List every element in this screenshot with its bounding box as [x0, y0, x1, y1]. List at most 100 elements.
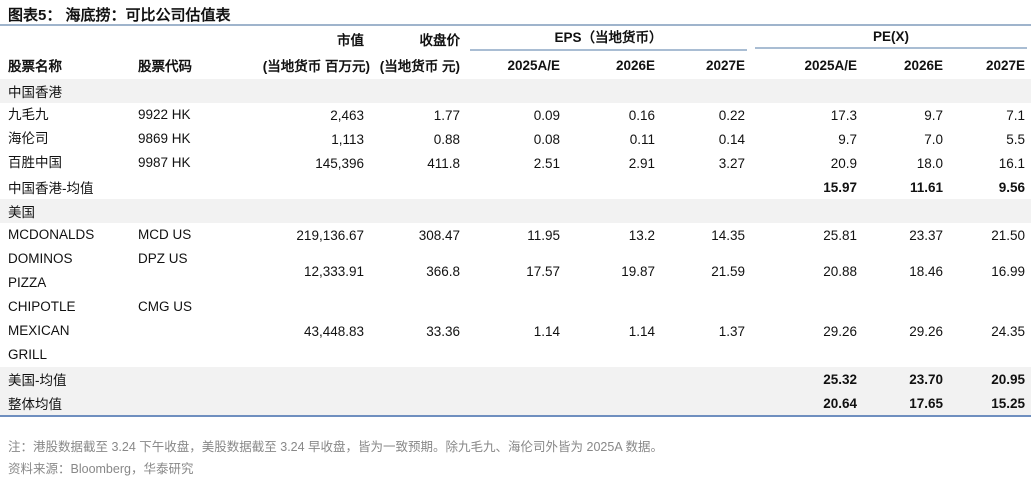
- empty-cell: [130, 367, 242, 391]
- eps-value: 14.35: [711, 227, 745, 243]
- empty-cell: [130, 391, 242, 417]
- avg-label: 整体均值: [0, 391, 130, 417]
- pe-group-header: PE(X): [755, 29, 1027, 49]
- company-name-line: 九毛九: [8, 107, 49, 122]
- pe-value: 21.50: [991, 227, 1025, 243]
- pe-value: 20.9: [830, 155, 857, 171]
- avg-pe-value: 17.65: [863, 391, 949, 417]
- section-label: 美国: [0, 199, 1031, 223]
- eps-value: 0.11: [629, 131, 655, 147]
- eps-value: 0.08: [533, 131, 560, 147]
- company-name-line: PIZZA: [8, 275, 47, 290]
- pe-value: 16.99: [991, 263, 1025, 279]
- company-name: MCDONALDS: [0, 223, 130, 247]
- avg-pe-value: 25.32: [751, 367, 863, 391]
- footnote: 注：港股数据截至 3.24 下午收盘，美股数据截至 3.24 早收盘，皆为一致预…: [8, 440, 663, 454]
- company-name-line: CHIPOTLE: [8, 299, 76, 314]
- empty-cell: [466, 175, 566, 199]
- section-label: 中国香港: [0, 79, 1031, 103]
- avg-pe-value: 20.64: [751, 391, 863, 417]
- eps-value: 17.57: [526, 263, 560, 279]
- empty-cell: [566, 175, 661, 199]
- pe-value: 25.81: [823, 227, 857, 243]
- source-note: 资料来源：Bloomberg，华泰研究: [8, 462, 194, 476]
- company-name: CHIPOTLE MEXICAN GRILL: [0, 295, 130, 367]
- code-header: 股票代码: [138, 59, 192, 74]
- empty-cell: [370, 175, 466, 199]
- eps-year-header: 2026E: [615, 57, 655, 73]
- pe-value: 7.0: [924, 131, 943, 147]
- table-row: 九毛九 9922 HK 2,463 1.77 0.09 0.16 0.22 17.3 9.7 7.…: [0, 103, 1031, 127]
- close-price: 366.8: [426, 263, 460, 279]
- company-name-line: GRILL: [8, 347, 48, 362]
- table-row: MCDONALDS MCD US 219,136.67 308.47 11.95 13.2…: [0, 223, 1031, 247]
- pe-value: 20.88: [823, 263, 857, 279]
- empty-cell: [466, 367, 566, 391]
- empty-cell: [130, 175, 242, 199]
- section-header: 美国: [0, 199, 1031, 223]
- close-price: 411.8: [427, 155, 460, 171]
- pe-year-header: 2025A/E: [804, 57, 857, 73]
- table-row: CHIPOTLE MEXICAN GRILL CMG US 43,448.83 33.36…: [0, 295, 1031, 367]
- market-cap: 12,333.91: [303, 263, 364, 279]
- company-name-line: 百胜中国: [8, 155, 62, 170]
- eps-value: 13.2: [628, 227, 655, 243]
- empty-cell: [242, 175, 370, 199]
- company-name-line: MCDONALDS: [8, 227, 95, 242]
- eps-value: 0.14: [718, 131, 745, 147]
- company-name: 百胜中国: [0, 151, 130, 175]
- pe-value: 9.7: [838, 131, 857, 147]
- ticker: 9922 HK: [138, 107, 191, 122]
- market-cap: 145,396: [315, 155, 364, 171]
- empty-cell: [242, 367, 370, 391]
- section-header: 中国香港: [0, 79, 1031, 103]
- ticker: CMG US: [138, 299, 192, 314]
- ticker: 9869 HK: [138, 131, 191, 146]
- eps-value: 1.37: [718, 323, 745, 339]
- eps-value: 19.87: [621, 263, 655, 279]
- ticker: 9987 HK: [138, 155, 191, 170]
- header-row-2: 股票名称 股票代码 (当地货币 百万元) (当地货币 元) 2025A/E 20…: [0, 51, 1031, 79]
- company-name: 九毛九: [0, 103, 130, 127]
- eps-year-header: 2025A/E: [507, 57, 560, 73]
- company-name-line: 海伦司: [8, 131, 49, 146]
- close-price: 0.88: [433, 131, 460, 147]
- close-price: 1.77: [433, 107, 460, 123]
- eps-value: 1.14: [533, 323, 560, 339]
- empty-cell: [661, 175, 751, 199]
- price-unit-header: (当地货币 元): [379, 59, 460, 74]
- section-average-row: 中国香港-均值 15.97 11.61 9.56: [0, 175, 1031, 199]
- pe-value: 18.0: [916, 155, 943, 171]
- eps-value: 3.27: [718, 155, 745, 171]
- header-row-1: 市值 收盘价 EPS（当地货币） PE(X): [0, 26, 1031, 51]
- empty-cell: [566, 367, 661, 391]
- ticker: MCD US: [138, 227, 192, 242]
- avg-pe-value: 11.61: [909, 179, 943, 195]
- empty-cell: [370, 391, 466, 417]
- table-row: DOMINOS PIZZA DPZ US 12,333.91 366.8 17.57 19.…: [0, 247, 1031, 295]
- market-cap: 43,448.83: [303, 323, 364, 339]
- close-price: 33.36: [426, 323, 460, 339]
- close-price: 308.47: [418, 227, 460, 243]
- company-name: DOMINOS PIZZA: [0, 247, 130, 295]
- mktcap-header: 市值: [337, 32, 364, 48]
- eps-value: 11.95: [527, 227, 560, 243]
- empty-cell: [466, 391, 566, 417]
- avg-pe-value: 9.56: [998, 179, 1025, 195]
- avg-label: 中国香港-均值: [8, 181, 94, 196]
- pe-value: 29.26: [823, 323, 857, 339]
- pe-value: 17.3: [830, 107, 857, 123]
- pe-year-header: 2026E: [903, 57, 943, 73]
- avg-pe-value: 20.95: [949, 367, 1031, 391]
- avg-label: 美国-均值: [0, 367, 130, 391]
- eps-value: 2.51: [533, 155, 560, 171]
- eps-value: 2.91: [628, 155, 655, 171]
- title-divider: [0, 24, 1031, 26]
- ticker: DPZ US: [138, 251, 188, 266]
- valuation-table: 市值 收盘价 EPS（当地货币） PE(X) 股票名称 股票代码 (当地货币 百…: [0, 26, 1031, 417]
- table-row: 海伦司 9869 HK 1,113 0.88 0.08 0.11 0.14 9.7 7.0 5.5: [0, 127, 1031, 151]
- empty-cell: [566, 391, 661, 417]
- market-cap: 2,463: [330, 107, 364, 123]
- market-cap: 1,113: [331, 131, 364, 147]
- pe-value: 7.1: [1006, 107, 1025, 123]
